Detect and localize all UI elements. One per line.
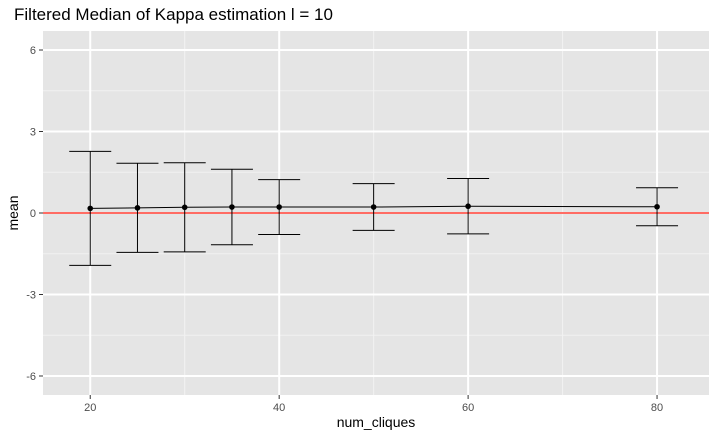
data-points — [87, 203, 660, 212]
series-line — [90, 205, 658, 209]
y-tick-label-0: -6 — [26, 371, 36, 383]
data-point-7 — [654, 203, 660, 210]
data-point-4 — [276, 204, 282, 210]
y-axis: -6 -3 0 3 6 — [26, 45, 43, 383]
x-tick-label-3: 80 — [651, 402, 663, 414]
series-line-group — [90, 205, 658, 209]
y-axis-title: mean — [5, 195, 21, 230]
x-tick-label-1: 40 — [273, 402, 285, 414]
x-axis-title: num_cliques — [337, 414, 416, 430]
y-tick-label-3: 3 — [30, 127, 36, 139]
y-tick-label-4: 6 — [30, 45, 36, 57]
data-point-6 — [465, 203, 471, 210]
chart-title: Filtered Median of Kappa estimation l = … — [14, 5, 333, 24]
data-point-2 — [181, 204, 188, 211]
error-bars — [69, 150, 679, 266]
x-tick-label-0: 20 — [84, 402, 96, 414]
data-point-0 — [87, 205, 94, 212]
y-tick-label-1: -3 — [26, 289, 36, 301]
x-tick-label-2: 60 — [462, 402, 474, 414]
data-point-5 — [370, 204, 377, 210]
data-point-1 — [134, 205, 141, 211]
y-tick-label-2: 0 — [30, 208, 36, 220]
x-axis: 20 40 60 80 — [84, 395, 663, 414]
data-point-3 — [229, 204, 235, 210]
